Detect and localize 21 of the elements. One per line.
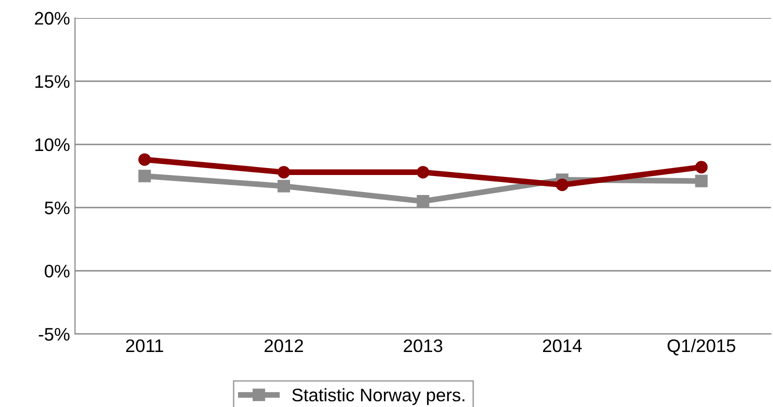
y-tick-label: 20% bbox=[34, 12, 70, 25]
point bbox=[695, 160, 708, 174]
point bbox=[695, 174, 708, 188]
legend-label: Statistic Norway pers. bbox=[292, 388, 464, 405]
point bbox=[278, 180, 290, 192]
point bbox=[138, 153, 151, 166]
y-tick-label: -5% bbox=[38, 328, 70, 341]
x-tick-label: 2014 bbox=[543, 339, 582, 352]
point bbox=[416, 166, 430, 178]
point bbox=[138, 170, 151, 182]
y-tick-label: 15% bbox=[35, 75, 70, 88]
y-tick-label: 5% bbox=[44, 202, 70, 214]
x-tick-label: 2011 bbox=[126, 339, 164, 352]
x-tick-label: 2013 bbox=[404, 339, 442, 352]
y-tick-label: 10% bbox=[35, 138, 70, 152]
point bbox=[278, 166, 290, 178]
point bbox=[556, 178, 568, 192]
x-tick-label: 2012 bbox=[264, 339, 303, 352]
point bbox=[416, 195, 430, 208]
y-tick-label: 0% bbox=[44, 264, 70, 278]
x-tick-label: Q1/2015 bbox=[668, 338, 736, 356]
